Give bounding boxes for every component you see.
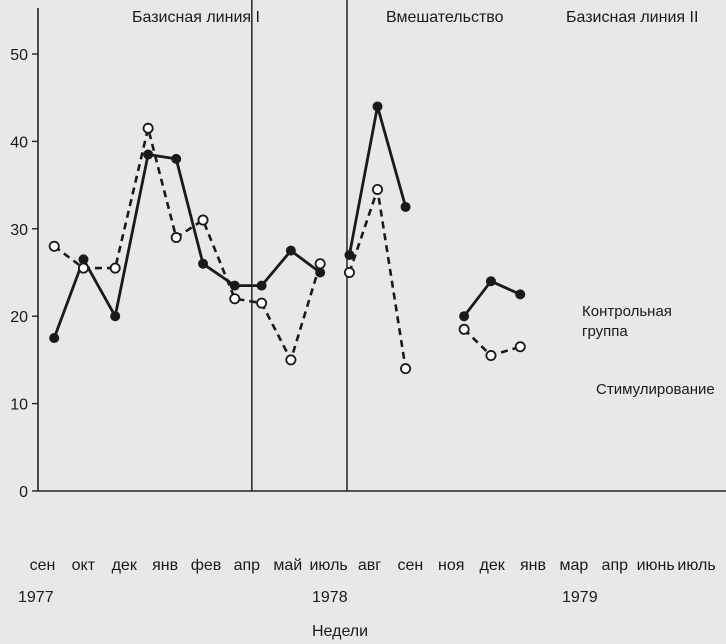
- stimulation-point: [514, 341, 526, 353]
- control-point: [110, 311, 121, 322]
- control-point: [344, 250, 355, 261]
- y-tick-label: 50: [10, 47, 28, 64]
- phase-label-baseline-1: Базисная линия I: [132, 9, 260, 26]
- series-layer: [48, 101, 526, 375]
- control-point: [198, 258, 209, 269]
- x-tick-label: окт: [72, 557, 96, 574]
- phase-dividers: [251, 0, 348, 491]
- year-label-1979: 1979: [562, 589, 598, 606]
- control-point: [78, 254, 89, 265]
- annotation-control-line2: группа: [582, 323, 628, 340]
- x-tick-label: май: [273, 557, 302, 574]
- x-tick-label: июль: [677, 557, 715, 574]
- x-axis-label: Недели: [312, 623, 368, 640]
- control-point: [285, 245, 296, 256]
- control-point: [49, 333, 60, 344]
- control-point: [515, 289, 526, 300]
- stimulation-point: [109, 262, 121, 274]
- x-tick-label: дек: [112, 557, 138, 574]
- control-line: [348, 105, 407, 256]
- control-point: [256, 280, 267, 291]
- x-tick-label: янв: [152, 557, 178, 574]
- x-tick-label: ноя: [438, 557, 464, 574]
- control-point: [459, 311, 470, 322]
- control-point: [372, 101, 383, 112]
- annotation-control-line1: Контрольная: [582, 303, 672, 320]
- phase-label-baseline-2: Базисная линия II: [566, 9, 698, 26]
- x-tick-label: фев: [191, 557, 222, 574]
- x-tick-label: апр: [234, 557, 261, 574]
- control-point: [143, 149, 154, 160]
- y-tick-label: 20: [10, 309, 28, 326]
- stimulation-point: [48, 240, 60, 252]
- control-point: [171, 153, 182, 164]
- x-tick-label: авг: [358, 557, 381, 574]
- stimulation-point: [314, 258, 326, 270]
- y-tick-label: 10: [10, 397, 28, 414]
- stimulation-point: [343, 266, 355, 278]
- x-tick-label: июль: [309, 557, 347, 574]
- x-tick-label: янв: [520, 557, 546, 574]
- labels-layer: Базисная линия I Вмешательство Базисная …: [18, 9, 715, 640]
- control-line: [52, 153, 322, 339]
- control-line: [462, 279, 521, 318]
- control-point: [400, 201, 411, 212]
- stimulation-point: [77, 262, 89, 274]
- y-tick-label: 30: [10, 222, 28, 239]
- year-label-1977: 1977: [18, 589, 54, 606]
- stimulation-point: [400, 363, 412, 375]
- stimulation-point: [142, 122, 154, 134]
- x-tick-label: сен: [398, 557, 424, 574]
- y-tick-label: 40: [10, 134, 28, 151]
- stimulation-point: [458, 323, 470, 335]
- x-tick-label: мар: [560, 557, 589, 574]
- stimulation-point: [371, 183, 383, 195]
- x-tick-label: дек: [480, 557, 506, 574]
- stimulation-point: [170, 232, 182, 244]
- x-tick-label: сен: [30, 557, 56, 574]
- stimulation-point: [256, 297, 268, 309]
- control-point: [229, 280, 240, 291]
- x-tick-label: июнь: [637, 557, 675, 574]
- x-tick-label: апр: [602, 557, 629, 574]
- stimulation-point: [285, 354, 297, 366]
- stimulation-point: [197, 214, 209, 226]
- year-label-1978: 1978: [312, 589, 348, 606]
- phase-label-intervention: Вмешательство: [386, 9, 504, 26]
- annotation-stimulation: Стимулирование: [596, 381, 715, 398]
- control-point: [485, 276, 496, 287]
- stimulation-point: [229, 293, 241, 305]
- y-tick-label: 0: [19, 484, 28, 501]
- stimulation-line: [53, 127, 322, 362]
- stimulation-point: [485, 350, 497, 362]
